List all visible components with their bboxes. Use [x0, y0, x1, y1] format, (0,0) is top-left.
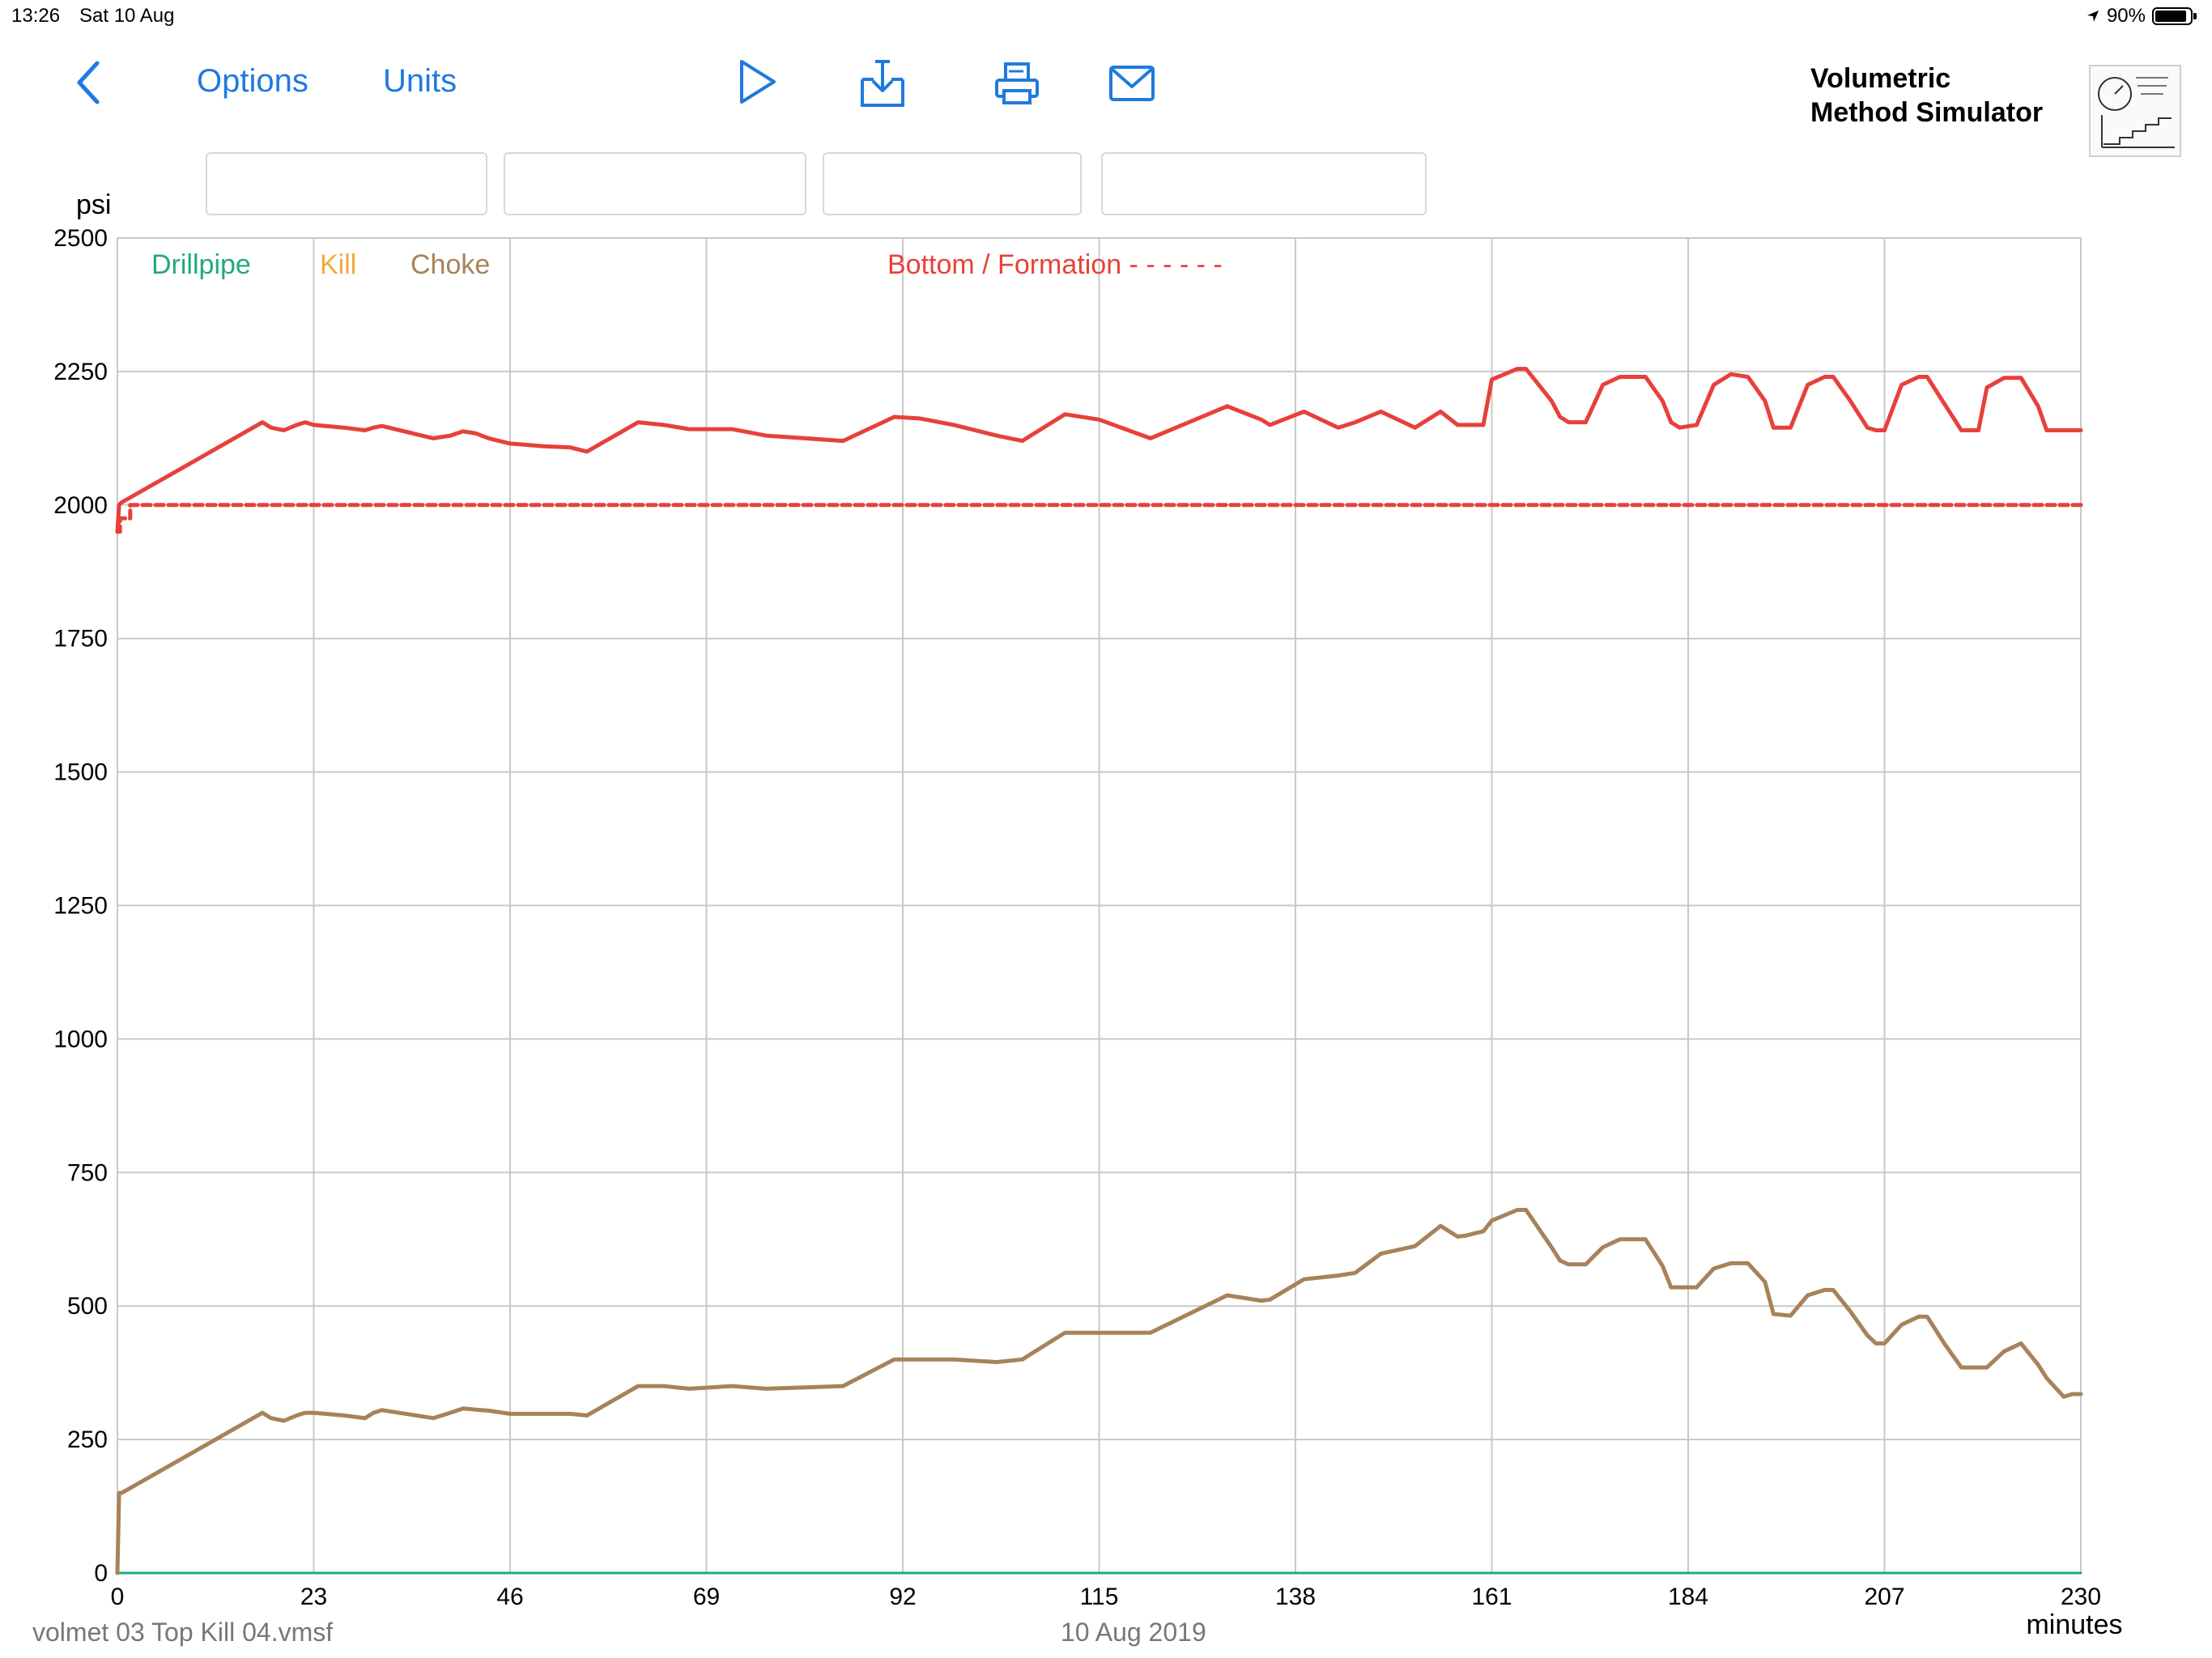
print-button[interactable] — [994, 62, 1040, 105]
options-button[interactable]: Options — [197, 63, 308, 99]
y-tick-label: 2250 — [53, 359, 108, 385]
x-tick-label: 115 — [1080, 1584, 1119, 1610]
app-title-line2: Method Simulator — [1810, 97, 2044, 128]
y-tick-label: 1000 — [53, 1026, 108, 1052]
x-tick-label: 161 — [1471, 1584, 1512, 1610]
y-tick-label: 500 — [67, 1293, 108, 1320]
info-field-1[interactable] — [206, 152, 487, 215]
legend-kill: Kill — [320, 249, 356, 280]
y-tick-label: 250 — [67, 1426, 108, 1453]
x-tick-label: 69 — [693, 1584, 720, 1610]
location-arrow-icon — [2087, 11, 2099, 22]
play-icon — [740, 60, 776, 104]
y-tick-label: 2500 — [53, 225, 108, 252]
x-tick-label: 23 — [300, 1584, 327, 1610]
formation-series-line — [115, 503, 2083, 534]
status-time: 13:26 — [11, 5, 61, 27]
volumetric-logo-icon — [2089, 65, 2181, 157]
info-field-3[interactable] — [823, 152, 1082, 215]
chart-ticks: 0 23 46 69 92 115 138 161 184 207 230 0 250 500 750 100… — [53, 225, 2101, 1610]
info-field-2[interactable] — [504, 152, 806, 215]
info-field-4[interactable] — [1101, 152, 1427, 215]
bottom-series-line — [115, 367, 2083, 534]
x-tick-label: 92 — [889, 1584, 916, 1610]
footer-filename: volmet 03 Top Kill 04.vmsf — [32, 1618, 334, 1647]
app-title-line1: Volumetric — [1810, 63, 1951, 94]
legend-choke: Choke — [410, 249, 490, 280]
battery-percent: 90% — [2106, 5, 2146, 27]
export-button[interactable] — [859, 58, 906, 108]
x-tick-label: 0 — [111, 1584, 125, 1610]
x-tick-label: 207 — [1864, 1584, 1904, 1610]
y-tick-label: 1250 — [53, 893, 108, 920]
status-date: Sat 10 Aug — [79, 5, 175, 27]
y-tick-label: 1750 — [53, 626, 108, 653]
choke-series-line — [115, 1208, 2083, 1575]
print-icon — [995, 62, 1039, 104]
battery-fill — [2155, 11, 2186, 22]
status-right: 90% — [2086, 5, 2197, 28]
footer-date: 10 Aug 2019 — [1061, 1618, 1206, 1647]
legend-drillpipe: Drillpipe — [151, 249, 251, 280]
y-tick-label: 2000 — [53, 492, 108, 519]
mail-button[interactable] — [1108, 65, 1155, 102]
back-button[interactable] — [71, 58, 104, 107]
chart-grid — [117, 237, 2082, 1574]
chevron-left-icon — [77, 61, 100, 104]
export-icon — [861, 60, 904, 107]
play-button[interactable] — [737, 58, 779, 105]
x-tick-label: 230 — [2061, 1584, 2101, 1610]
y-tick-label: 1500 — [53, 759, 108, 786]
y-tick-label: 0 — [94, 1560, 108, 1587]
chart-series — [115, 367, 2083, 1575]
y-tick-label: 750 — [67, 1159, 108, 1186]
x-axis-label: minutes — [2026, 1609, 2122, 1640]
x-tick-label: 138 — [1275, 1584, 1316, 1610]
mail-icon — [1109, 66, 1155, 101]
x-tick-label: 184 — [1668, 1584, 1708, 1610]
app-title: Volumetric Method Simulator — [1810, 62, 2043, 130]
units-button[interactable]: Units — [383, 63, 457, 99]
battery-icon — [2152, 7, 2197, 25]
x-tick-label: 46 — [496, 1584, 523, 1610]
status-bar: 13:26 Sat 10 Aug 90% — [0, 0, 2212, 32]
legend-bottom-formation: Bottom / Formation - - - - - - — [887, 249, 1223, 280]
y-axis-label: psi — [76, 189, 111, 220]
